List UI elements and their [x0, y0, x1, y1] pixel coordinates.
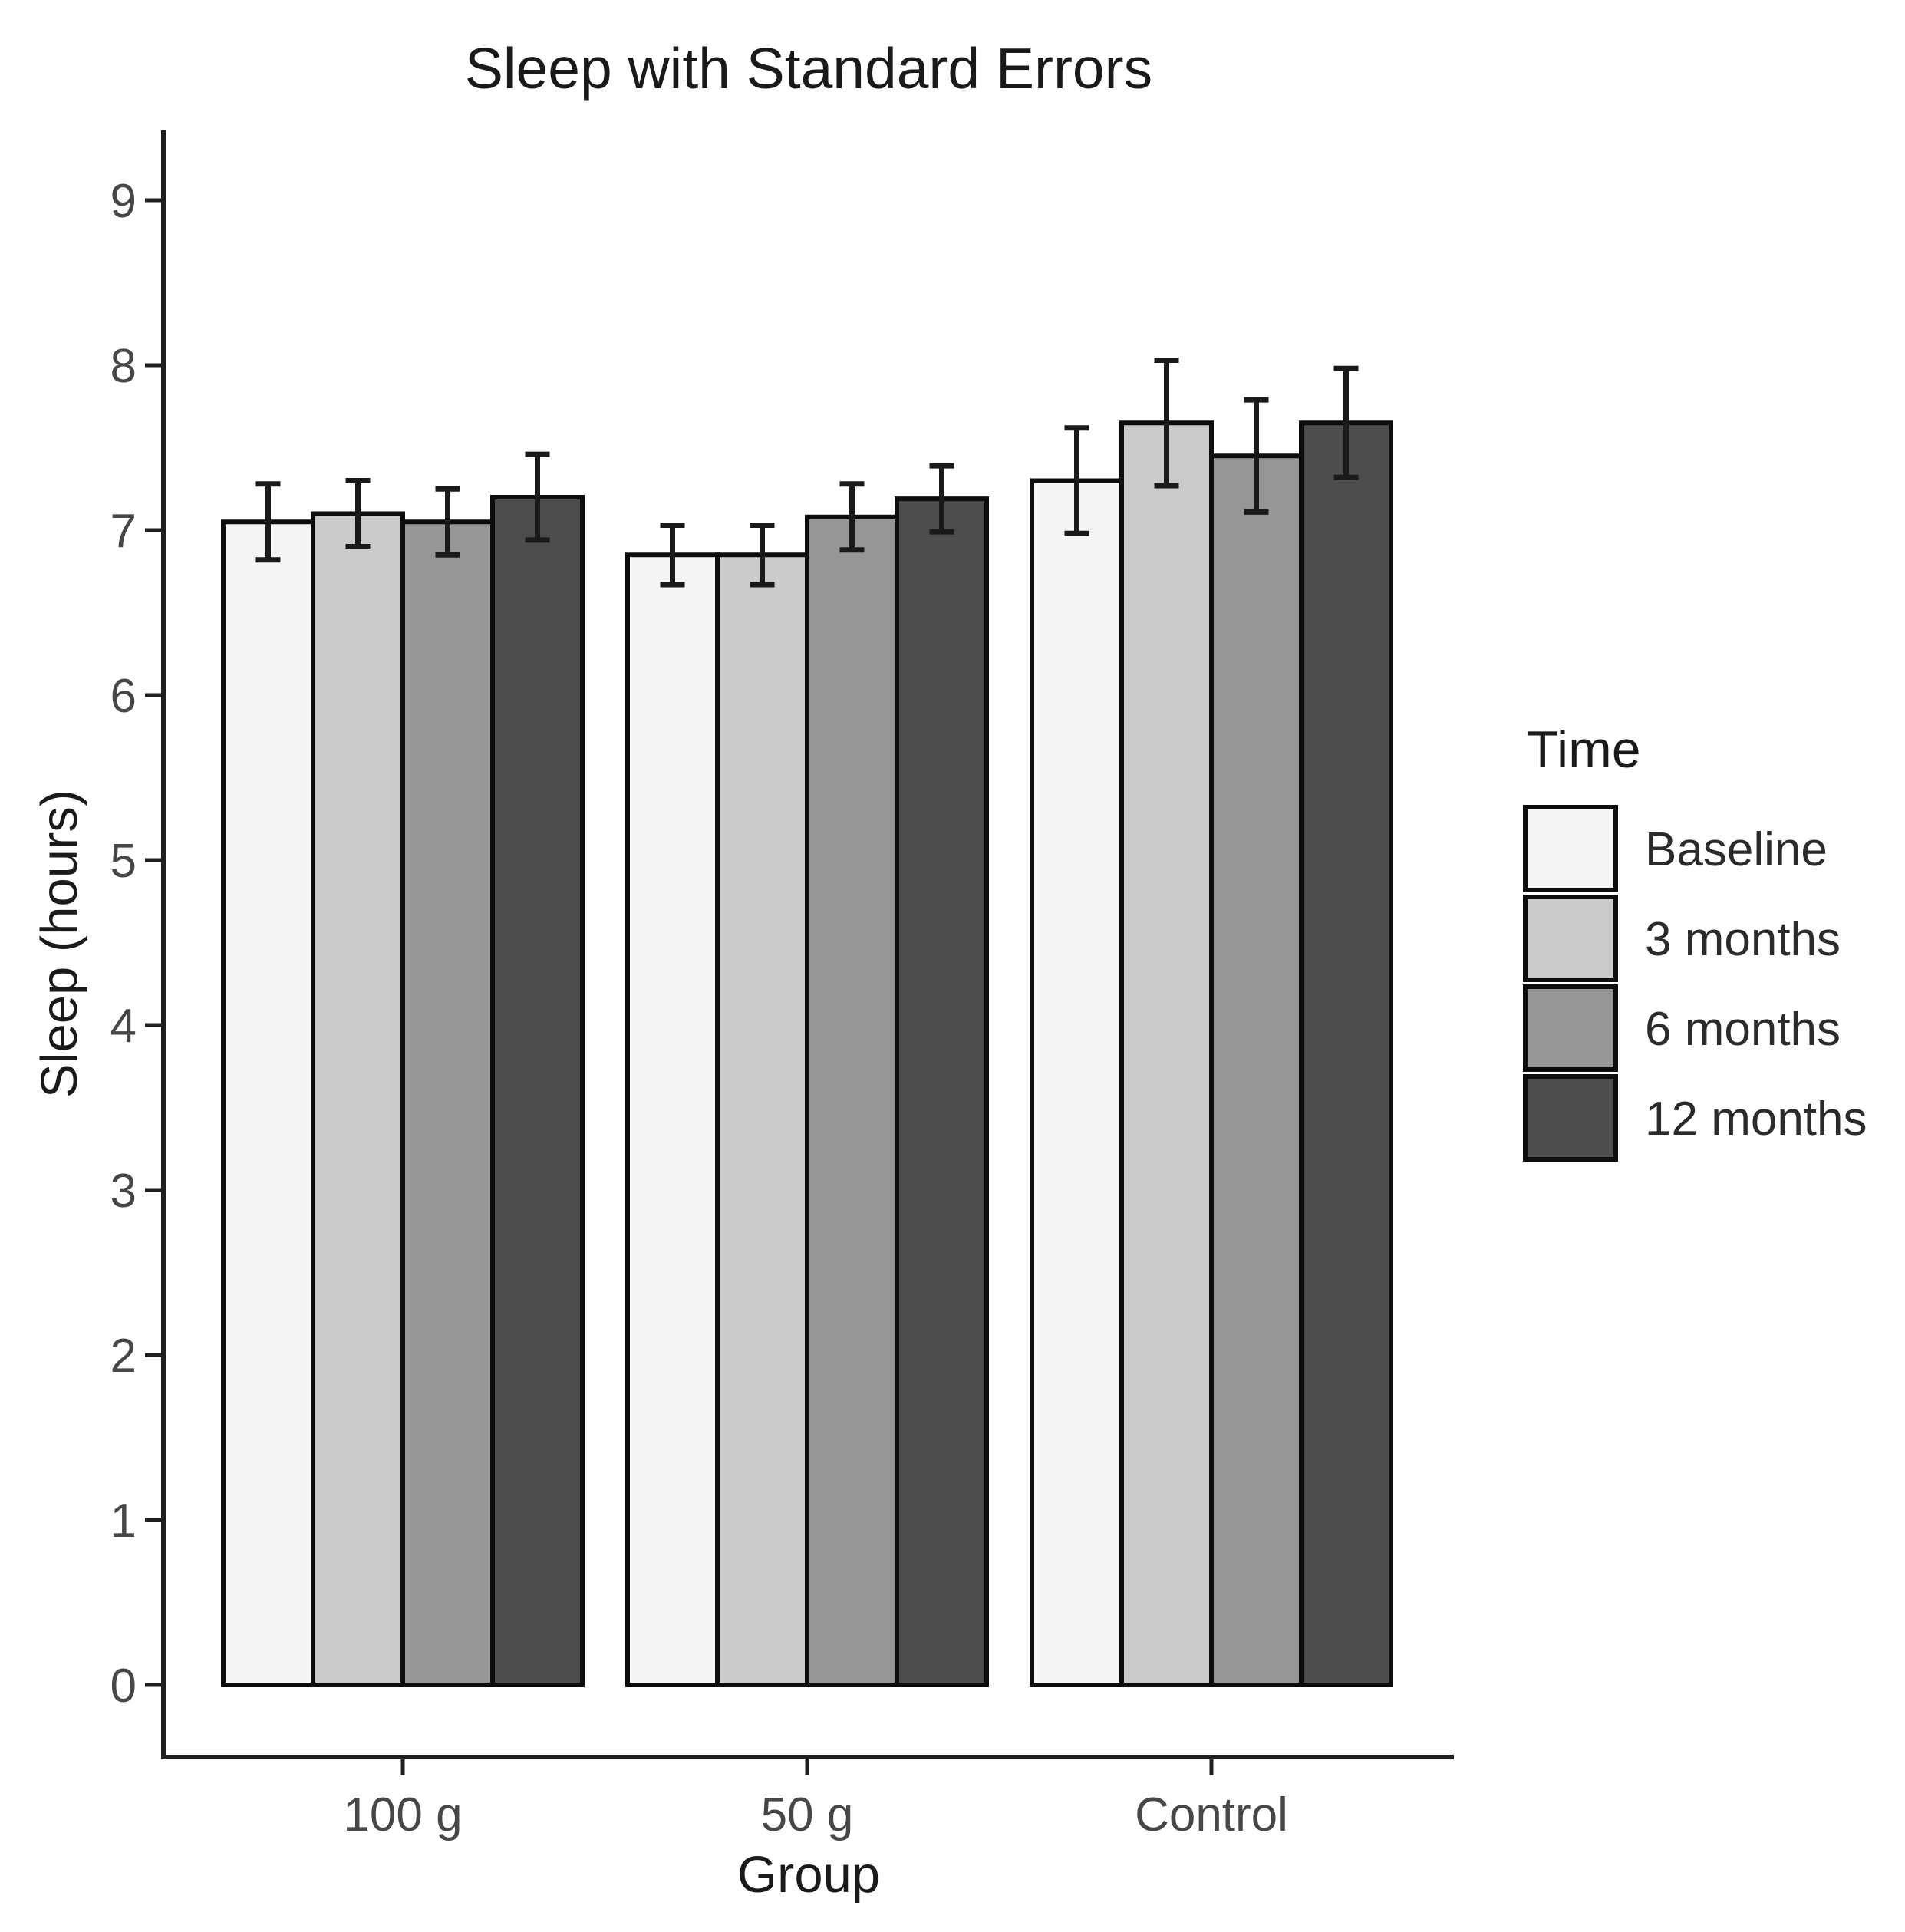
bar-100-g-3-months: [311, 511, 405, 1687]
error-bar-50-g-3-months: [750, 523, 775, 588]
legend-key-12-months: [1523, 1074, 1618, 1162]
legend-key-3-months: [1523, 895, 1618, 982]
legend-items: Baseline 3 months 6 months 12 months: [1523, 805, 1867, 1162]
legend-key-baseline: [1523, 805, 1618, 892]
y-tick-label-0: 0: [110, 1660, 137, 1713]
legend-title: Time: [1527, 720, 1641, 779]
bar-50-g-baseline: [625, 552, 720, 1687]
plot-title: Sleep with Standard Errors: [465, 36, 1152, 101]
bar-100-g-6-months: [400, 519, 495, 1687]
y-tick-label-7: 7: [110, 505, 137, 558]
legend-label-3-months: 3 months: [1645, 913, 1841, 966]
y-tick-label-2: 2: [110, 1330, 137, 1383]
error-bar-100-g-baseline: [255, 481, 281, 563]
bar-50-g-3-months: [715, 552, 809, 1687]
bars-layer: [221, 420, 1393, 1687]
legend-key-6-months: [1523, 984, 1618, 1072]
legend: Time Baseline 3 months 6 months 12 months: [1523, 720, 1867, 1162]
y-tick-label-1: 1: [110, 1495, 137, 1548]
bar-control-baseline: [1030, 478, 1124, 1687]
error-bar-control-baseline: [1064, 425, 1089, 536]
x-axis-ticks: 100 g 50 g Control: [343, 1757, 1288, 1841]
y-axis-ticks: 0 1 2 3 4 5 6 7 8 9: [110, 175, 163, 1713]
bar-control-12-months: [1299, 420, 1393, 1687]
x-tick-label-50-g: 50 g: [761, 1789, 854, 1841]
legend-label-12-months: 12 months: [1645, 1093, 1867, 1146]
x-tick-label-control: Control: [1135, 1789, 1288, 1841]
error-bars-layer: [255, 358, 1359, 588]
y-tick-label-3: 3: [110, 1165, 137, 1218]
y-tick-label-6: 6: [110, 670, 137, 723]
error-bar-100-g-12-months: [525, 451, 550, 543]
y-tick-label-9: 9: [110, 175, 137, 228]
bar-100-g-12-months: [490, 495, 585, 1687]
bar-100-g-baseline: [221, 519, 315, 1687]
error-bar-100-g-3-months: [345, 478, 371, 549]
bar-control-6-months: [1209, 453, 1304, 1687]
error-bar-50-g-12-months: [929, 463, 954, 535]
y-tick-label-5: 5: [110, 835, 137, 888]
bar-control-3-months: [1119, 420, 1214, 1687]
legend-label-6-months: 6 months: [1645, 1003, 1841, 1056]
error-bar-control-6-months: [1244, 397, 1269, 515]
error-bar-100-g-6-months: [435, 486, 460, 558]
error-bar-control-12-months: [1333, 365, 1359, 480]
error-bar-50-g-6-months: [839, 481, 865, 553]
y-axis-title: Sleep (hours): [31, 790, 88, 1098]
legend-label-baseline: Baseline: [1645, 823, 1828, 876]
x-axis-title: Group: [737, 1846, 880, 1904]
bar-50-g-6-months: [805, 514, 899, 1687]
y-tick-label-4: 4: [110, 1000, 137, 1053]
error-bar-50-g-baseline: [660, 523, 685, 588]
bar-50-g-12-months: [895, 496, 989, 1687]
y-tick-label-8: 8: [110, 340, 137, 393]
error-bar-control-3-months: [1154, 358, 1179, 489]
x-tick-label-100-g: 100 g: [343, 1789, 462, 1841]
